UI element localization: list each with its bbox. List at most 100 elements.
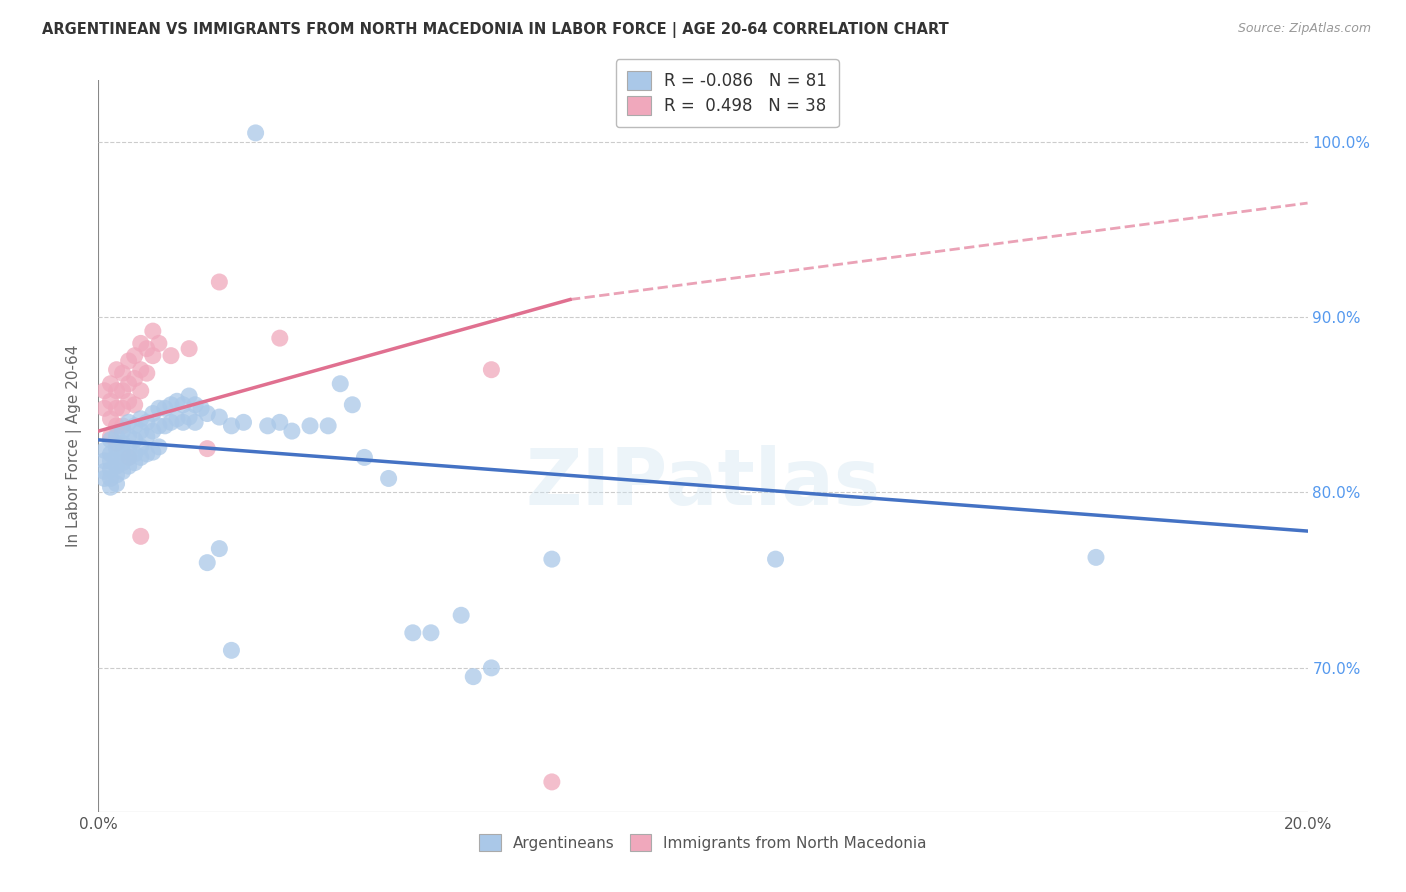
Point [142,445,165,459]
Point [208,275,231,289]
Point [269,331,291,345]
Point [105,429,128,443]
Point [124,371,146,385]
Point [221,418,243,433]
Point [93,384,115,398]
Point [105,442,128,456]
Point [129,362,152,376]
Point [153,418,176,433]
Point [153,401,176,416]
Point [124,456,146,470]
Point [208,410,231,425]
Point [124,433,146,447]
Point [184,415,207,429]
Point [269,415,291,429]
Point [105,401,128,416]
Point [342,398,364,412]
Point [93,401,115,416]
Point [195,407,218,421]
Point [111,366,134,380]
Point [105,459,128,474]
Point [129,384,152,398]
Point [100,447,122,461]
Text: ARGENTINEAN VS IMMIGRANTS FROM NORTH MACEDONIA IN LABOR FORCE | AGE 20-64 CORREL: ARGENTINEAN VS IMMIGRANTS FROM NORTH MAC… [42,22,949,38]
Point [129,440,152,454]
Point [160,349,183,363]
Point [190,401,212,416]
Point [172,415,194,429]
Point [111,465,134,479]
Point [142,349,165,363]
Point [481,362,503,376]
Point [135,415,157,429]
Point [765,552,787,566]
Point [100,376,122,391]
Point [540,775,562,789]
Point [118,450,141,465]
Point [105,467,128,482]
Point [111,384,134,398]
Point [100,454,122,468]
Point [118,415,141,429]
Point [93,454,115,468]
Point [118,376,141,391]
Legend: Argentineans, Immigrants from North Macedonia: Argentineans, Immigrants from North Mace… [471,826,935,859]
Point [179,410,201,425]
Point [329,376,352,391]
Point [166,412,188,426]
Point [166,394,188,409]
Point [93,465,115,479]
Point [142,424,165,438]
Point [111,424,134,438]
Point [118,459,141,474]
Point [124,418,146,433]
Point [135,342,157,356]
Text: Source: ZipAtlas.com: Source: ZipAtlas.com [1237,22,1371,36]
Point [184,398,207,412]
Point [232,415,254,429]
Point [105,476,128,491]
Point [148,336,170,351]
Point [377,471,399,485]
Point [450,608,472,623]
Point [353,450,375,465]
Point [135,429,157,443]
Point [195,442,218,456]
Point [256,418,278,433]
Point [129,450,152,465]
Point [129,424,152,438]
Point [105,418,128,433]
Point [105,362,128,376]
Point [124,398,146,412]
Point [481,661,503,675]
Point [135,447,157,461]
Point [179,389,201,403]
Point [148,401,170,416]
Point [316,418,339,433]
Point [100,412,122,426]
Point [100,394,122,409]
Point [118,450,141,465]
Point [129,336,152,351]
Point [299,418,322,433]
Point [463,670,485,684]
Point [111,445,134,459]
Point [179,342,201,356]
Point [111,436,134,450]
Point [100,429,122,443]
Point [93,471,115,485]
Point [142,407,165,421]
Point [172,398,194,412]
Point [124,447,146,461]
Y-axis label: In Labor Force | Age 20-64: In Labor Force | Age 20-64 [66,345,83,547]
Point [148,418,170,433]
Point [111,418,134,433]
Point [100,480,122,494]
Point [105,436,128,450]
Point [221,643,243,657]
Point [118,442,141,456]
Point [111,401,134,416]
Point [118,394,141,409]
Point [105,384,128,398]
Point [105,450,128,465]
